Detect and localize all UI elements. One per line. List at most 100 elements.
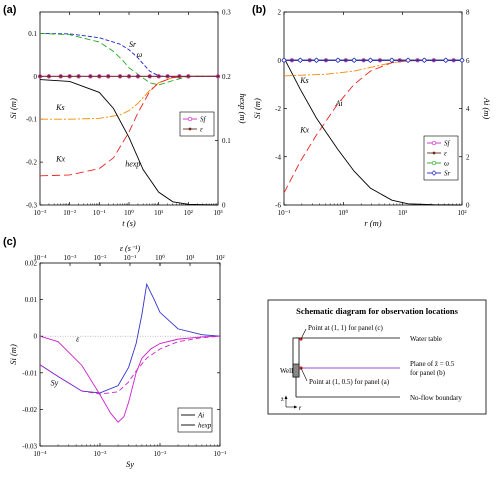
well-label: Well [280,367,293,375]
legend-label-a-1: ε [200,126,203,134]
y-tick-label-a: 0 [34,73,38,81]
annotation-a-1: ω [137,50,143,59]
plane-label-1: Plane of z̄ = 0.5 [410,360,455,368]
legend-box-a [179,111,215,137]
y-tick-label-b: -2 [275,105,281,113]
x2-tick-label-c: 10⁻³ [64,254,77,262]
series-point-b-6 [351,57,357,63]
x-tick-label-a: 10⁻³ [34,209,47,217]
series-point-a-6 [157,74,161,78]
annotation-a-4: hexp [125,159,140,168]
y2-axis-label-b: Ai (m) [482,97,492,120]
series-line-b-0 [283,59,462,77]
plane-label-2: for panel (b) [410,369,446,377]
legend-marker-a-0 [187,116,193,122]
series-line-a-0 [39,32,218,78]
x2-tick-label-c: 10¹ [185,254,194,262]
series-point-a-6 [186,74,190,78]
no-flow-label: No-flow boundary [410,394,462,402]
x-tick-label-a: 10³ [213,209,222,217]
legend-label-c-0: Ai [197,412,204,420]
y-tick-label-b: -6 [275,202,281,210]
x-tick-label-b: 10⁰ [338,209,348,217]
x2-tick-label-c: 10⁻¹ [124,254,137,262]
y2-tick-label-b: 0 [466,202,470,210]
y2-tick-label-a: 0.1 [222,137,231,145]
series-point-a-6 [118,74,122,78]
series-point-a-6 [166,74,169,78]
x-tick-label-c: 10⁻³ [94,450,107,458]
legend-marker-b-1 [432,151,436,155]
y2-axis-label-a: hexp (m) [238,94,248,124]
annotation-b-0: Ks [299,76,308,85]
point-c-label: Point at (1, 1) for panel (c) [308,324,384,332]
series-point-b-6 [421,57,428,63]
x2-axis-label-c: ε (s⁻¹) [120,244,141,253]
series-point-a-6 [47,74,51,78]
y2-tick-label-b: 4 [466,105,470,113]
legend-marker-b-0 [431,140,437,146]
y-tick-label-c: -0.03 [22,443,37,451]
series-point-a-6 [59,74,63,78]
y-axis-label-a: Si (m) [8,98,18,119]
series-point-b-6 [459,57,465,63]
series-line-a-1 [39,32,218,86]
series-point-a-6 [106,74,110,78]
y-tick-label-a: -0.3 [26,202,38,210]
x-tick-label-a: 10⁰ [124,209,134,217]
y2-tick-label-a: 0 [222,202,226,210]
y-tick-label-a: 0.1 [28,30,37,38]
annotation-b-1: Kx [299,126,309,135]
x-tick-label-c: 10⁻¹ [214,450,227,458]
well-screen [292,363,300,378]
panel-c-label: (c) [3,236,17,248]
legend-label-b-3: Sr [444,170,451,178]
y-tick-label-b: 2 [278,9,282,17]
panel-a: (a) 10⁻³ 10⁻² 10⁻¹ 10⁰ 10¹ 10² 10³ -0.3 -0.2 -0.1… [3,4,248,228]
legend-marker-b-2 [431,160,437,166]
legend-marker-a-1 [188,127,192,131]
y-tick-label-a: -0.2 [26,159,38,167]
y2-tick-label-a: 0.3 [222,9,231,17]
panel-b: (b) 10⁻¹ 10⁰ 10¹ 10² -6 -4 -2 0 2 0 2 4 6 8 r (m) Si (m… [252,4,492,228]
z-axis-label: z̄ [281,397,284,403]
y-axis-label-c: Si (m) [8,344,18,365]
x2-tick-label-c: 10⁰ [155,254,165,262]
legend-label-b-0: Sf [444,140,451,148]
y-axis-label-b: Si (m) [252,98,262,119]
x-tick-label-a: 10² [184,209,193,217]
legend-label-c-1: hexp [198,422,212,430]
annotation-c-1: Sy [51,379,59,388]
point-a-leader [300,367,308,382]
y2-tick-label-b: 8 [466,9,470,17]
series-point-a-6 [89,74,92,78]
x-tick-label-c: 10⁻⁴ [33,450,47,458]
y-tick-label-c: 0.02 [25,260,38,268]
y2-tick-label-b: 6 [466,57,470,65]
r-axis-label: r̄ [299,406,301,412]
water-table-label: Water table [410,335,442,343]
legend-label-b-2: ω [444,160,449,168]
series-point-b-6 [281,57,287,63]
series-line-b-1 [283,59,462,194]
y2-tick-label-b: 2 [466,153,470,161]
legend-label-b-1: ε [444,150,447,158]
series-point-b-6 [389,57,395,63]
series-line-a-4 [39,79,219,206]
point-a-label: Point at (1, 0.5) for panel (a) [309,378,390,386]
x-axis-label-a: t (s) [122,218,136,228]
legend-marker-b-3 [431,170,437,176]
series-line-b-2 [283,57,463,206]
y-tick-label-c: -0.02 [22,406,37,414]
series-point-a-6 [148,74,152,78]
x-tick-label-b: 10¹ [398,209,407,217]
y-tick-label-b: 0 [278,57,282,65]
schematic-title: Schematic diagram for observation locati… [296,306,458,316]
series-point-a-6 [216,74,220,78]
x-tick-label-b: 10² [457,209,466,217]
annotation-b-2: Ai [334,99,342,108]
y2-tick-label-a: 0.2 [222,73,231,81]
legend-box-c [177,407,213,433]
x-tick-label-b: 10⁻¹ [278,209,291,217]
